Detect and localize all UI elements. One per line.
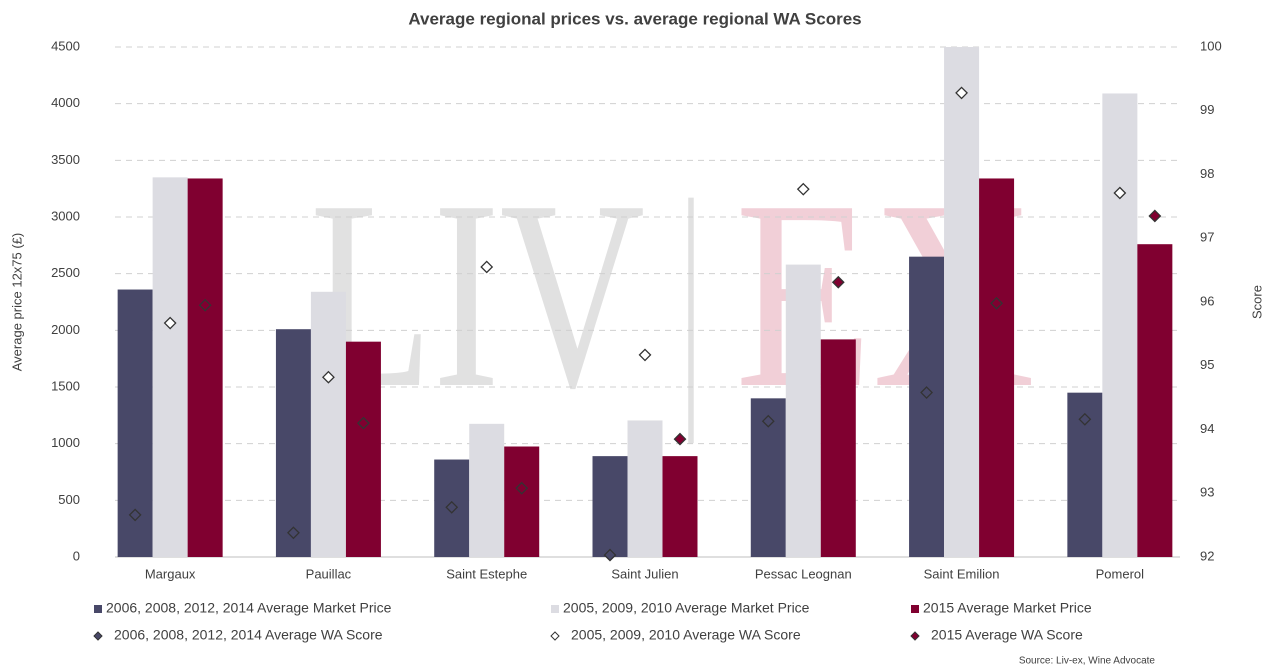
bar [345,341,381,557]
y-tick-label: 1000 [51,435,80,450]
y2-tick-label: 100 [1200,38,1222,53]
bar [944,47,980,557]
y-tick-label: 4000 [51,95,80,110]
y2-tick-label: 97 [1200,230,1214,245]
bar [909,256,945,557]
bar [152,177,188,558]
x-tick-label: Pessac Leognan [755,566,852,581]
source: Source: Liv-ex, Wine Advocate [1019,656,1156,667]
y-tick-label: 500 [58,492,80,507]
legend-label: 2015 Average WA Score [931,627,1083,643]
y-tick-label: 2500 [51,265,80,280]
y2-tick-label: 93 [1200,485,1214,500]
legend-swatch [910,631,920,641]
score-marker [163,316,177,330]
score-marker [761,414,775,428]
bar [469,423,505,557]
score-marker [198,298,212,312]
score-marker [445,500,459,514]
bar [785,264,821,557]
y-axis-title: Average price 12x75 (£) [9,233,24,372]
y-tick-label: 3000 [51,208,80,223]
x-tick-label: Saint Julien [611,566,678,581]
score-marker [480,260,494,274]
legend-swatch [94,605,102,613]
x-tick-label: Pomerol [1096,566,1145,581]
bar [1102,93,1138,557]
chart-title: Average regional prices vs. average regi… [408,9,861,28]
score-marker [287,526,300,540]
y2-axis-title: Score [1249,285,1264,319]
bar [662,456,698,557]
score-marker [603,548,617,562]
y2-tick-label: 96 [1200,293,1214,308]
bar [592,456,628,557]
y-tick-label: 1500 [51,378,80,393]
x-tick-label: Pauillac [306,566,352,581]
score-marker [638,348,652,362]
score-marker [673,432,687,446]
y2-tick-label: 94 [1200,421,1214,436]
score-marker [990,296,1003,310]
score-marker [515,481,529,495]
score-marker [796,182,810,196]
bar [310,291,346,557]
y2-tick-label: 98 [1200,166,1214,181]
x-tick-label: Saint Emilion [924,566,1000,581]
watermark: | [680,145,702,444]
bar [627,420,663,557]
legend-swatch [551,605,559,613]
bar [979,178,1015,557]
bar [504,446,540,557]
y-tick-label: 2000 [51,322,80,337]
score-marker [128,508,142,522]
score-marker [1078,412,1092,426]
y-tick-label: 3500 [51,152,80,167]
score-marker [322,370,335,384]
x-tick-label: Saint Estephe [446,566,527,581]
score-marker [1113,186,1127,200]
y2-tick-label: 92 [1200,548,1214,563]
legend-label: 2006, 2008, 2012, 2014 Average Market Pr… [106,600,392,616]
legend-label: 2006, 2008, 2012, 2014 Average WA Score [114,627,383,643]
score-marker [1148,209,1162,223]
y-tick-label: 4500 [51,38,80,53]
score-marker [357,416,370,430]
legend-label: 2005, 2009, 2010 Average WA Score [571,627,801,643]
score-marker [955,86,968,100]
legend-label: 2015 Average Market Price [923,600,1092,616]
bar [1137,244,1173,557]
score-marker [920,386,933,399]
x-tick-label: Margaux [145,566,196,581]
y-tick-label: 0 [73,548,80,563]
legend-swatch [911,605,919,613]
score-marker [831,275,845,289]
bar [820,339,856,557]
legend-swatch [93,631,103,641]
y2-tick-label: 95 [1200,357,1214,372]
bar [187,178,223,557]
y2-tick-label: 99 [1200,102,1214,117]
legend-label: 2005, 2009, 2010 Average Market Price [563,600,810,616]
bar [275,329,311,557]
legend-swatch [550,631,560,641]
